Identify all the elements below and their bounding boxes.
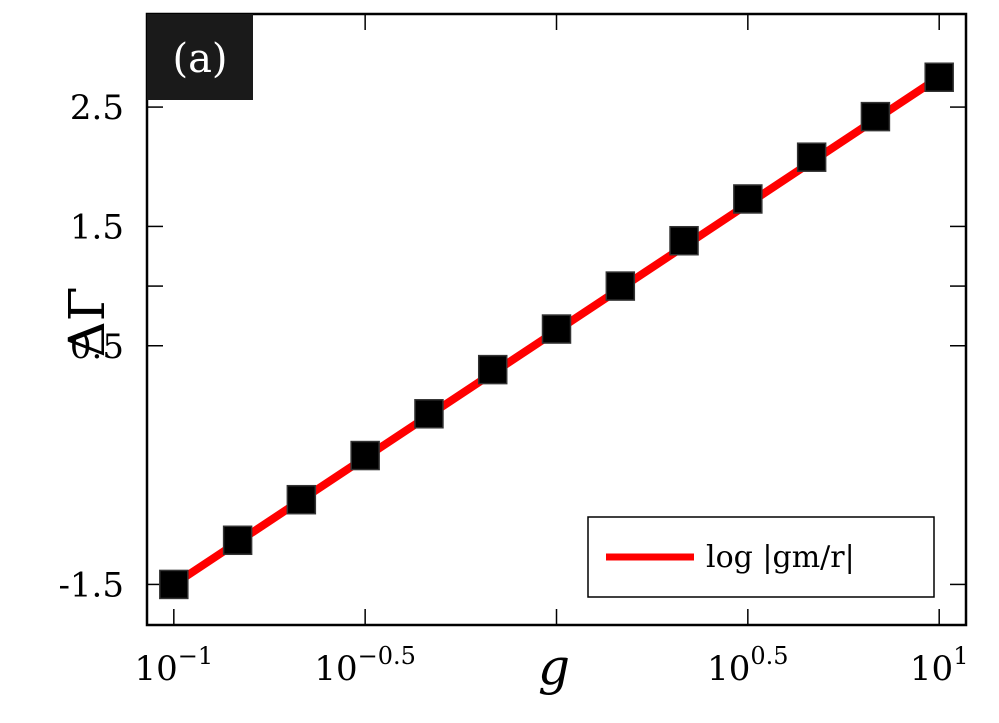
y-tick-label: 2.5: [70, 88, 124, 128]
data-point-square: [222, 525, 253, 556]
data-point-square: [159, 569, 189, 600]
legend-label: log |gm/r|: [706, 540, 855, 575]
data-point-square: [286, 484, 317, 515]
data-point-square: [605, 271, 636, 301]
y-tick-label: 0.5: [70, 327, 124, 367]
data-point-square: [860, 101, 891, 132]
x-tick-label: 101: [910, 642, 969, 689]
data-point-square: [414, 399, 444, 429]
data-point-square: [669, 225, 699, 256]
x-tick-label: 10−0.5: [314, 642, 416, 689]
data-point-square: [541, 314, 572, 344]
y-tick-label: -1.5: [58, 565, 124, 605]
data-point-square: [350, 440, 380, 471]
data-point-square: [733, 184, 763, 214]
legend: log |gm/r|: [587, 516, 935, 598]
y-axis-title: ΔΓ: [58, 287, 116, 358]
data-point-square: [477, 354, 508, 385]
panel-label: (a): [147, 14, 253, 100]
x-axis-title: g: [538, 638, 570, 696]
data-point-square: [796, 142, 827, 172]
tick-marks: [147, 14, 966, 625]
data-point-square: [924, 62, 954, 92]
series-layer: [159, 62, 954, 600]
x-tick-label: 100.5: [707, 642, 788, 689]
panel-label-text: (a): [172, 36, 227, 82]
x-tick-labels: 10−1 10−0.5 100.5 101: [134, 642, 968, 689]
x-tick-label: 10−1: [134, 642, 213, 689]
plot-frame: [145, 12, 968, 627]
y-tick-label: 1.5: [70, 207, 124, 247]
y-tick-labels: 2.5 1.5 0.5 -1.5: [58, 88, 124, 605]
